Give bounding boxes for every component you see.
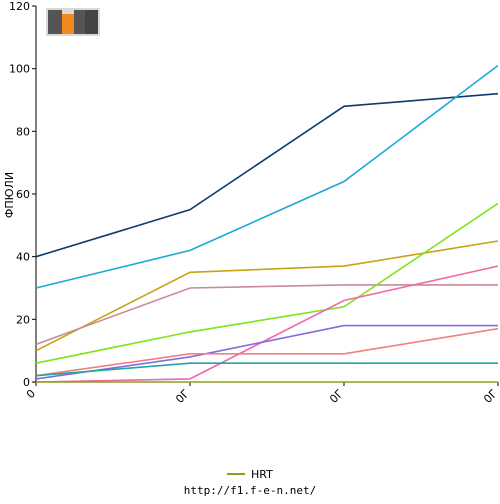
y-tick-label: 120 [9,0,30,13]
y-tick-label: 20 [16,313,30,326]
series-line [35,64,499,289]
f1en-logo [46,8,100,36]
legend-label: HRT [251,468,273,481]
series-line [35,327,499,377]
series-line [35,284,498,346]
y-tick-label: 0 [23,376,30,389]
series-line [35,202,499,364]
x-tick-label: 0Г [327,387,346,406]
x-tick-label: 0Г [481,387,500,406]
y-tick-label: 60 [16,188,30,201]
y-tick-label: 80 [16,125,30,138]
y-tick-label: 40 [16,251,30,264]
axes: 0 20 40 60 80 100 120 0 0Г 0Г 0Г [9,0,500,406]
y-axis-title: ФПЮЛИ [3,172,16,218]
footer-url[interactable]: http://f1.f-e-n.net/ [184,484,316,497]
series-line [35,92,499,258]
series-line [35,240,499,352]
series-line [35,362,498,377]
series-line [35,265,499,383]
x-tick-label: 0 [24,387,38,401]
series-lines [35,64,499,383]
series-line [35,324,498,380]
legend: HRT [227,468,273,481]
y-tick-label: 100 [9,63,30,76]
x-tick-label: 0Г [173,387,192,406]
